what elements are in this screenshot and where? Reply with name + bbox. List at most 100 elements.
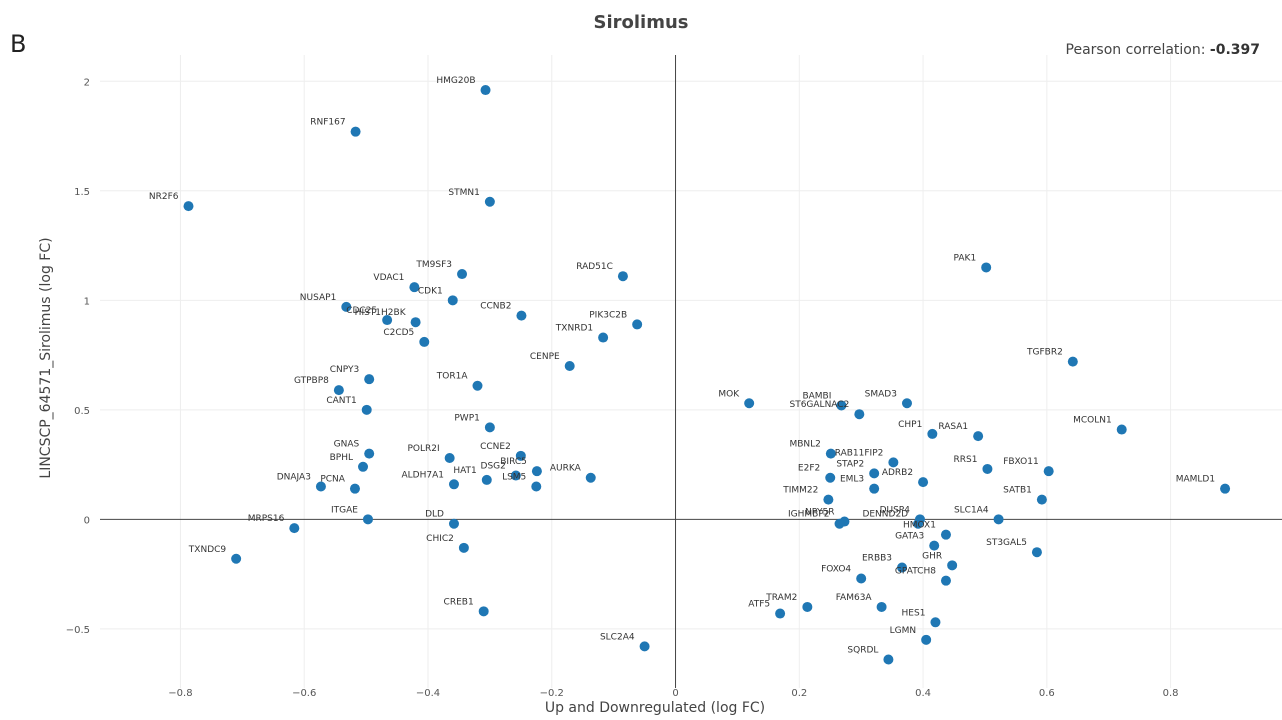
data-point [775, 608, 786, 619]
data-point [516, 310, 527, 321]
data-point [639, 641, 650, 652]
y-tick-labels: −0.5 0 0.5 1 1.5 2 [66, 77, 90, 636]
point-label: CHIC2 [426, 534, 454, 544]
point-label: CANT1 [326, 396, 356, 406]
point-label: MOK [718, 389, 740, 399]
data-point [481, 474, 492, 485]
data-point [364, 448, 375, 459]
point-label: GTPBP8 [294, 376, 329, 386]
data-point [993, 514, 1004, 525]
data-point [918, 477, 929, 488]
x-tick-label: −0.8 [168, 688, 192, 699]
data-point [448, 479, 459, 490]
point-label: HMG20B [436, 76, 475, 86]
point-label: LSM5 [502, 472, 526, 482]
point-label: DENND2D [862, 510, 908, 520]
data-point [617, 271, 628, 282]
point-label: SLC1A4 [954, 505, 989, 515]
point-label: BPHL [330, 453, 353, 463]
point-label: ATF5 [748, 600, 770, 610]
data-point [472, 380, 483, 391]
point-label: CREB1 [444, 597, 474, 607]
data-point [982, 463, 993, 474]
data-point [897, 562, 908, 573]
data-point [458, 542, 469, 553]
point-label: FAM63A [836, 593, 873, 603]
data-point [484, 196, 495, 207]
point-label: GHR [922, 551, 942, 561]
point-label: CHP1 [898, 420, 922, 430]
data-point [1036, 494, 1047, 505]
point-label: CNPY3 [330, 365, 359, 375]
data-point [825, 448, 836, 459]
point-label: PIK3C2B [589, 310, 627, 320]
data-point [921, 634, 932, 645]
data-point [444, 453, 455, 464]
point-label: GATA3 [895, 532, 924, 542]
point-label: RNF167 [310, 118, 345, 128]
point-label: PCNA [320, 475, 345, 485]
point-label: ST3GAL5 [986, 538, 1027, 548]
y-tick-label: 1 [84, 296, 90, 307]
point-label: TRAM2 [765, 593, 797, 603]
data-point [1067, 356, 1078, 367]
point-label: CDC25 [346, 306, 377, 316]
x-tick-label: 0.8 [1163, 688, 1179, 699]
y-tick-label: 2 [84, 77, 90, 88]
point-label: NUSAP1 [300, 293, 337, 303]
point-label: TIMM22 [782, 486, 818, 496]
point-label: STMN1 [448, 188, 479, 198]
data-point [409, 282, 420, 293]
data-point [585, 472, 596, 483]
point-label: GPATCH8 [895, 567, 936, 577]
correlation-annotation: Pearson correlation: -0.397 [1066, 42, 1260, 58]
data-point [410, 317, 421, 328]
data-point [457, 269, 468, 280]
data-point [231, 553, 242, 564]
x-tick-label: 0.4 [915, 688, 931, 699]
y-tick-label: 0 [84, 515, 90, 526]
point-label: ADRB2 [882, 468, 913, 478]
x-tick-label: 0.2 [791, 688, 807, 699]
point-label: TXNDC9 [188, 545, 227, 555]
data-point [364, 374, 375, 385]
data-points [183, 85, 1231, 665]
data-point [333, 385, 344, 396]
point-label: SQRDL [847, 646, 878, 656]
point-label: ALDH7A1 [401, 470, 443, 480]
data-point [515, 450, 526, 461]
data-point [940, 575, 951, 586]
point-label: PAK1 [954, 253, 977, 263]
point-label: DLD [425, 510, 444, 520]
x-tick-label: 0 [672, 688, 678, 699]
data-point [834, 518, 845, 529]
x-tick-label: −0.2 [540, 688, 564, 699]
point-label: GNAS [334, 440, 360, 450]
data-point [744, 398, 755, 409]
data-point [981, 262, 992, 273]
point-label: TGFBR2 [1026, 348, 1063, 358]
point-label: DUSP4 [880, 505, 911, 515]
x-tick-label: −0.6 [292, 688, 316, 699]
point-label: EML3 [840, 475, 864, 485]
point-label: POLR2I [407, 444, 439, 454]
data-point [315, 481, 326, 492]
data-point [598, 332, 609, 343]
point-label: BAMBI [802, 391, 831, 401]
data-point [361, 404, 372, 415]
point-label: CDK1 [418, 286, 443, 296]
point-label: HIST1H2BK [355, 308, 407, 318]
data-point [419, 336, 430, 347]
data-point [341, 301, 352, 312]
x-tick-label: 0.6 [1039, 688, 1055, 699]
point-label: SLC2A4 [600, 632, 635, 642]
data-point [973, 431, 984, 442]
data-point [883, 654, 894, 665]
point-label: VDAC1 [373, 273, 404, 283]
point-label: MBNL2 [789, 440, 820, 450]
data-point [183, 201, 194, 212]
point-label: DSG2 [481, 462, 506, 472]
data-point [836, 400, 847, 411]
point-label: TXNRD1 [555, 324, 593, 334]
